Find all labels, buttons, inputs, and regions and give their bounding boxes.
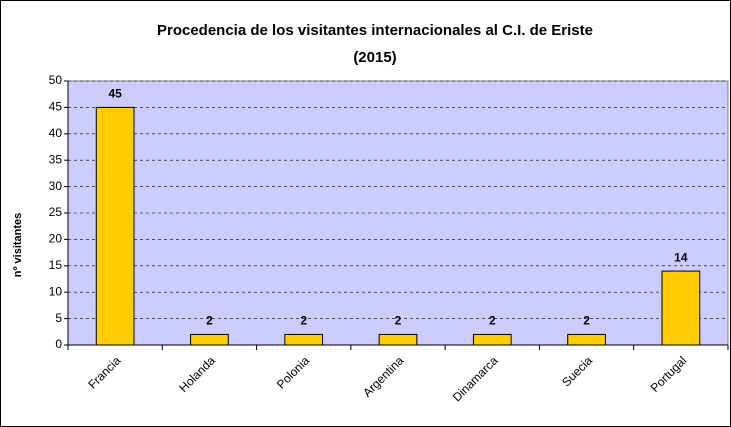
y-tick-label: 20 [49, 232, 63, 246]
bar [378, 333, 418, 346]
y-tick-label: 5 [55, 311, 62, 325]
bar [661, 270, 701, 346]
y-tick-label: 30 [49, 179, 63, 193]
chart-title: Procedencia de los visitantes internacio… [157, 22, 593, 39]
y-tick-label: 40 [49, 126, 63, 140]
y-tick-label: 35 [49, 152, 63, 166]
bar [95, 106, 135, 346]
value-label: 2 [300, 314, 307, 328]
bar [190, 333, 229, 346]
value-label: 2 [489, 314, 496, 328]
value-label: 2 [395, 314, 402, 328]
value-label: 2 [206, 314, 213, 328]
y-tick-label: 45 [49, 100, 63, 114]
bar [284, 333, 324, 346]
chart-subtitle: (2015) [353, 49, 396, 66]
bar [472, 333, 512, 346]
y-tick-label: 0 [55, 337, 62, 351]
value-label: 14 [674, 250, 688, 264]
y-tick-label: 15 [49, 258, 63, 272]
bar [567, 333, 606, 346]
y-axis-label: nº visitantes [12, 213, 24, 278]
y-tick-label: 25 [49, 205, 63, 219]
value-label: 45 [108, 87, 122, 101]
y-tick-label: 50 [49, 73, 63, 87]
y-tick-label: 10 [49, 284, 63, 298]
value-label: 2 [583, 314, 590, 328]
